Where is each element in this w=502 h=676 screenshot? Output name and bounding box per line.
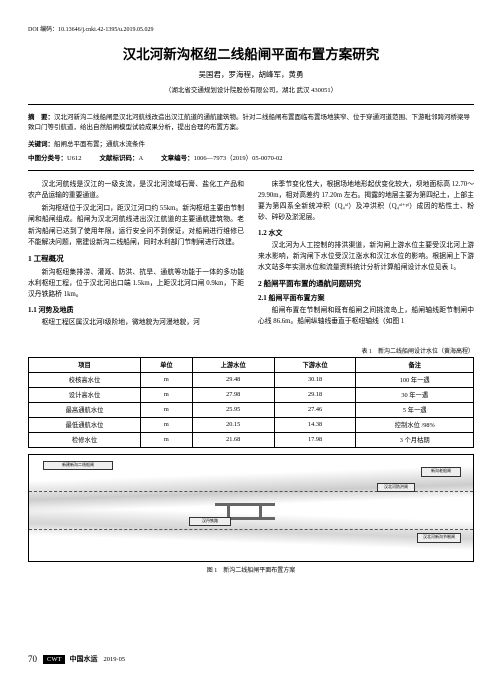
table-cell: m [141,387,193,402]
table-cell: 检修水位 [29,432,141,447]
table-cell: m [141,417,193,432]
table-cell: 5 年一遇 [356,402,474,417]
class-label: 中图分类号： [28,155,67,162]
table-cell: 20.15 [192,417,274,432]
abstract-label: 摘 要： [28,114,54,121]
figure-plan-layout: 新沟老船闸 汉北河防洪闸 汉北河新沟节制闸 新建新沟二线船闸 汉丹铁路 [28,454,474,562]
axis-line [29,529,473,530]
issue: 2019·05 [103,656,125,663]
table-header: 上游水位 [192,357,274,372]
table-cell: 设计高水位 [29,387,141,402]
keywords-label: 关键词： [28,141,54,148]
page-footer: 70 CWT 中国水运 2019·05 [28,654,474,664]
keywords: 关键词：船闸总平面布置；通航水流条件 [28,138,474,148]
table-row: 最高通航水位m25.9527.465 年一遇 [29,402,474,417]
doctype-label: 文献标识码： [99,155,138,162]
table-row: 设计高水位m27.9829.1830 年一遇 [29,387,474,402]
heading-2: 2.1 船闸平面布置方案 [258,293,474,303]
paragraph: 船闸布置在节制闸和既有船闸之间挑流岛上，船闸轴线距节制闸中心线 86.6m。船闸… [258,305,474,327]
table-cell: 27.98 [192,387,274,402]
table-cell: m [141,432,193,447]
affiliation: （湖北省交通规划设计院股份有限公司，湖北 武汉 430051） [28,84,474,94]
table-header: 项目 [29,357,141,372]
table-row: 检修水位m21.6817.983 个月枯期 [29,432,474,447]
paragraph: 汉北河航线是汉江的一级支流，是汉北河流域石膏、盐化工产品和农产品运输的重要通道。 [28,179,244,201]
table-row: 最低通航水位m20.1514.38控制水位 /98% [29,417,474,432]
paper-title: 汉北河新沟枢纽二线船闸平面布置方案研究 [28,43,474,63]
table-cell: 14.38 [274,417,356,432]
classification-codes: 中图分类号：U612 文献标识码：A 文章编号：1006—7973（2019）0… [28,152,474,162]
divider [28,104,474,105]
left-column: 汉北河航线是汉江的一级支流，是汉北河流域石膏、盐化工产品和农产品运输的重要通道。… [28,179,244,330]
heading-2: 1.2 水文 [258,228,474,238]
table-cell: 29.18 [274,387,356,402]
figure-label: 新沟老船闸 [421,467,461,477]
paragraph: 枢纽工程区属汉北河Ⅰ级阶地，微地貌为河漫地貌，河 [28,317,244,328]
magazine-badge: CWT [43,655,65,664]
magazine-name: 中国水运 [69,654,97,664]
paragraph: 床季节变化性大，根据场地地形起伏变化较大，坝地面标高 12.70～29.90m，… [258,179,474,224]
table-header: 备注 [356,357,474,372]
page-number: 70 [28,654,37,664]
abstract-text: 汉北河新沟二线船闸是汉北河航线改造出汉江航道的通航建筑物。针对二线船闸布置面临布… [28,114,470,131]
right-column: 床季节变化性大，根据场地地形起伏变化较大，坝地面标高 12.70～29.90m，… [258,179,474,330]
table-cell: 25.95 [192,402,274,417]
table-header: 单位 [141,357,193,372]
table-cell: 3 个月枯期 [356,432,474,447]
figure-label: 汉丹铁路 [189,517,231,526]
table-header: 下游水位 [274,357,356,372]
table-cell: 最高通航水位 [29,402,141,417]
heading-1: 2 船闸平面布置的通航问题研究 [258,278,474,289]
table-cell: 27.46 [274,402,356,417]
table-cell: 30 年一遇 [356,387,474,402]
figure-caption: 图 1 新沟二线船闸平面布置方案 [0,565,502,574]
table-cell: 30.18 [274,372,356,387]
heading-2: 1.1 河势及地质 [28,305,244,315]
paragraph: 新沟枢纽位于汉北河口，距汉江河口约 55km。新沟枢纽主要由节制闸和船闸组成。船… [28,203,244,248]
doi: DOI 编码：10.13646/j.cnki.42-1395/u.2019.05… [28,24,474,33]
figure-label: 新建新沟二线船闸 [43,461,113,470]
class-no: U612 [67,155,81,162]
table-caption: 表 1 新沟二线船闸设计水位（黄海高程） [0,346,474,355]
table-row: 校核高水位m29.4830.18100 年一遇 [29,372,474,387]
table-cell: 21.68 [192,432,274,447]
artno-label: 文章编号： [161,155,194,162]
divider [28,170,474,171]
doctype: A [138,155,143,162]
figure-label: 汉北河新沟节制闸 [417,533,461,543]
abstract: 摘 要：汉北河新沟二线船闸是汉北河航线改造出汉江航道的通航建筑物。针对二线船闸布… [28,113,474,134]
table-cell: 校核高水位 [29,372,141,387]
heading-1: 1 工程概况 [28,253,244,264]
paragraph: 新沟枢纽集排涝、灌溉、防洪、抗旱、通航等功能于一体的多功能水利枢纽工程，位于汉北… [28,267,244,301]
table-cell: 最低通航水位 [29,417,141,432]
paragraph: 汉北河为人工控制的排洪渠道，新沟闸上游水位主要受汉北河上游来水影响，新沟闸下水位… [258,240,474,274]
keywords-text: 船闸总平面布置；通航水流条件 [54,141,145,148]
table-cell: 100 年一遇 [356,372,474,387]
table-cell: 控制水位 /98% [356,417,474,432]
artno: 1006—7973（2019）05-0070-02 [194,155,283,162]
authors: 吴国君，罗海程，胡峰军，黄勇 [28,69,474,80]
data-table: 项目单位上游水位下游水位备注 校核高水位m29.4830.18100 年一遇设计… [28,357,474,448]
table-cell: 29.48 [192,372,274,387]
table-cell: 17.98 [274,432,356,447]
figure-label: 汉北河防洪闸 [377,483,415,492]
table-cell: m [141,372,193,387]
table-cell: m [141,402,193,417]
